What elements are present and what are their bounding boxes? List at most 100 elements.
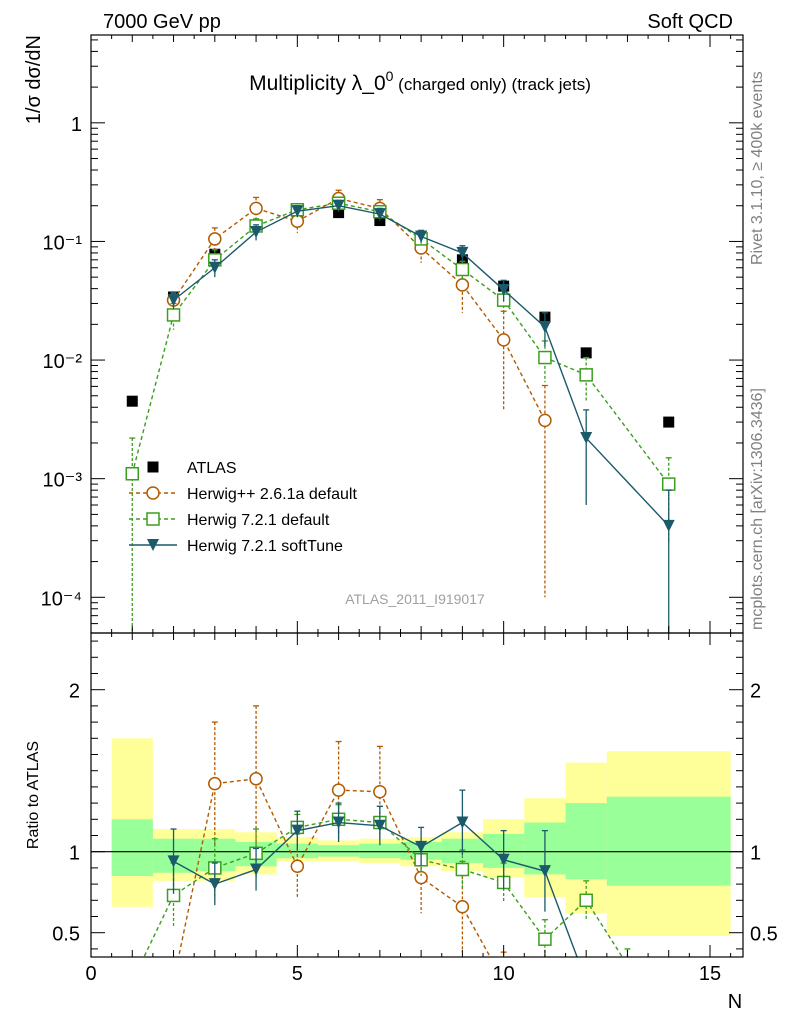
data-point-hpp [455,278,470,292]
data-point-h721 [579,893,593,908]
ratio-xtick-label: 5 [292,963,303,985]
data-point-hpp [414,870,428,885]
data-point-soft [580,975,592,987]
data-point-h721 [661,477,676,491]
analysis-watermark: ATLAS_2011_I919017 [345,591,485,607]
data-point-atlas [333,207,345,219]
data-point-atlas [126,395,138,407]
data-point-atlas [580,347,592,359]
legend-marker-soft [147,539,159,551]
ratio-ytick-label-right: 1 [750,843,761,865]
ratio-panel: 0 5 10 15 0.5 0.5 1 1 2 2 [52,632,778,987]
data-point-hpp [208,776,222,791]
data-point-soft [415,840,428,853]
ratio-xtick-label: 10 [493,963,515,985]
data-point-h721 [125,467,140,481]
data-point-soft [332,816,345,829]
data-point-hpp [373,785,387,799]
data-point-h721 [579,368,593,382]
legend-marker-hpp [146,486,160,500]
data-point-soft [538,320,551,333]
data-point-hpp [538,413,552,428]
ratio-band-inner [359,843,401,859]
ratio-xtick-label: 0 [85,963,96,985]
legend-label-hpp: Herwig++ 2.6.1a default [187,486,357,503]
data-point-h721 [455,262,470,277]
rivet-label: Rivet 3.1.10, ≥ 400k events [749,71,766,265]
legend-label-atlas: ATLAS [187,460,237,477]
data-point-soft [497,853,510,866]
data-point-hpp [455,900,470,914]
data-point-soft [373,208,386,221]
title-main: Multiplicity λ_0 [249,72,386,95]
data-point-soft [415,230,428,243]
data-point-hpp [331,783,346,797]
ratio-ytick-label-right: 2 [750,681,761,703]
ratio-ytick-label: 2 [69,681,80,703]
main-ytick-label: 10⁻⁴ [41,588,82,610]
ratio-ytick-label: 0.5 [52,924,80,946]
legend-label-h721: Herwig 7.2.1 default [187,512,330,529]
title-rest: (charged only) (track jets) [393,75,590,94]
data-point-h721 [621,959,633,971]
ratio-ylabel: Ratio to ATLAS [25,741,42,849]
data-point-hpp [290,859,305,874]
ratio-ytick-label: 1 [69,843,80,865]
data-point-hpp [249,772,263,786]
main-ytick-label: 10⁻³ [43,470,83,492]
data-point-h721 [455,862,470,877]
data-point-h721 [538,932,552,946]
series-hpp [168,705,507,987]
data-point-soft [332,199,345,212]
data-point-soft [662,519,675,532]
data-point-soft [250,226,263,239]
legend-marker-h721 [146,512,160,526]
ratio-ytick-label-right: 0.5 [750,924,778,946]
title-sup: 0 [386,68,394,84]
data-point-soft [208,261,221,274]
data-point-h721 [126,975,138,987]
data-point-h721 [166,308,181,322]
data-point-soft [538,865,551,878]
series-soft [167,789,592,987]
data-point-hpp [168,975,180,987]
series-h721 [126,804,633,987]
data-point-soft [456,816,469,829]
data-point-soft [208,878,221,891]
data-point-soft [580,432,593,445]
ratio-band-inner [606,796,731,886]
data-point-hpp [496,333,511,347]
data-point-soft [373,819,386,832]
ratio-band-inner [111,819,153,876]
header-left: 7000 GeV pp [103,11,221,33]
data-point-soft [497,283,510,296]
data-point-soft [291,205,304,218]
data-point-hpp [208,232,222,246]
legend-marker-atlas [147,461,159,473]
series-soft [167,199,675,633]
data-point-hpp [249,201,263,216]
ratio-band-inner [317,845,360,857]
data-point-soft [167,855,180,868]
main-ytick-label: 10⁻¹ [43,232,83,254]
main-ytick-label: 10⁻² [43,351,83,373]
header-right: Soft QCD [647,11,733,33]
ratio-band-inner [565,803,607,880]
data-point-soft [250,863,263,876]
legend-label-soft: Herwig 7.2.1 softTune [187,538,343,555]
series-line-hpp [177,778,492,957]
main-ylabel: 1/σ dσ/dN [23,35,45,124]
ratio-xlabel: N [728,991,742,1013]
data-point-atlas [663,416,675,428]
data-point-h721 [538,350,552,365]
legend: ATLAS Herwig++ 2.6.1a default Herwig 7.2.1… [129,460,357,555]
plot-title: Multiplicity λ_00 (charged only) (track … [249,68,591,95]
series-line-soft [173,205,670,527]
data-point-soft [291,824,304,837]
ratio-frame [90,632,744,958]
main-ytick-label: 1 [71,114,82,136]
data-point-soft [456,246,469,259]
main-panel: 10⁻⁴ 10⁻³ 10⁻² 10⁻¹ 1 [41,34,744,634]
series-line-hpp [172,197,546,421]
